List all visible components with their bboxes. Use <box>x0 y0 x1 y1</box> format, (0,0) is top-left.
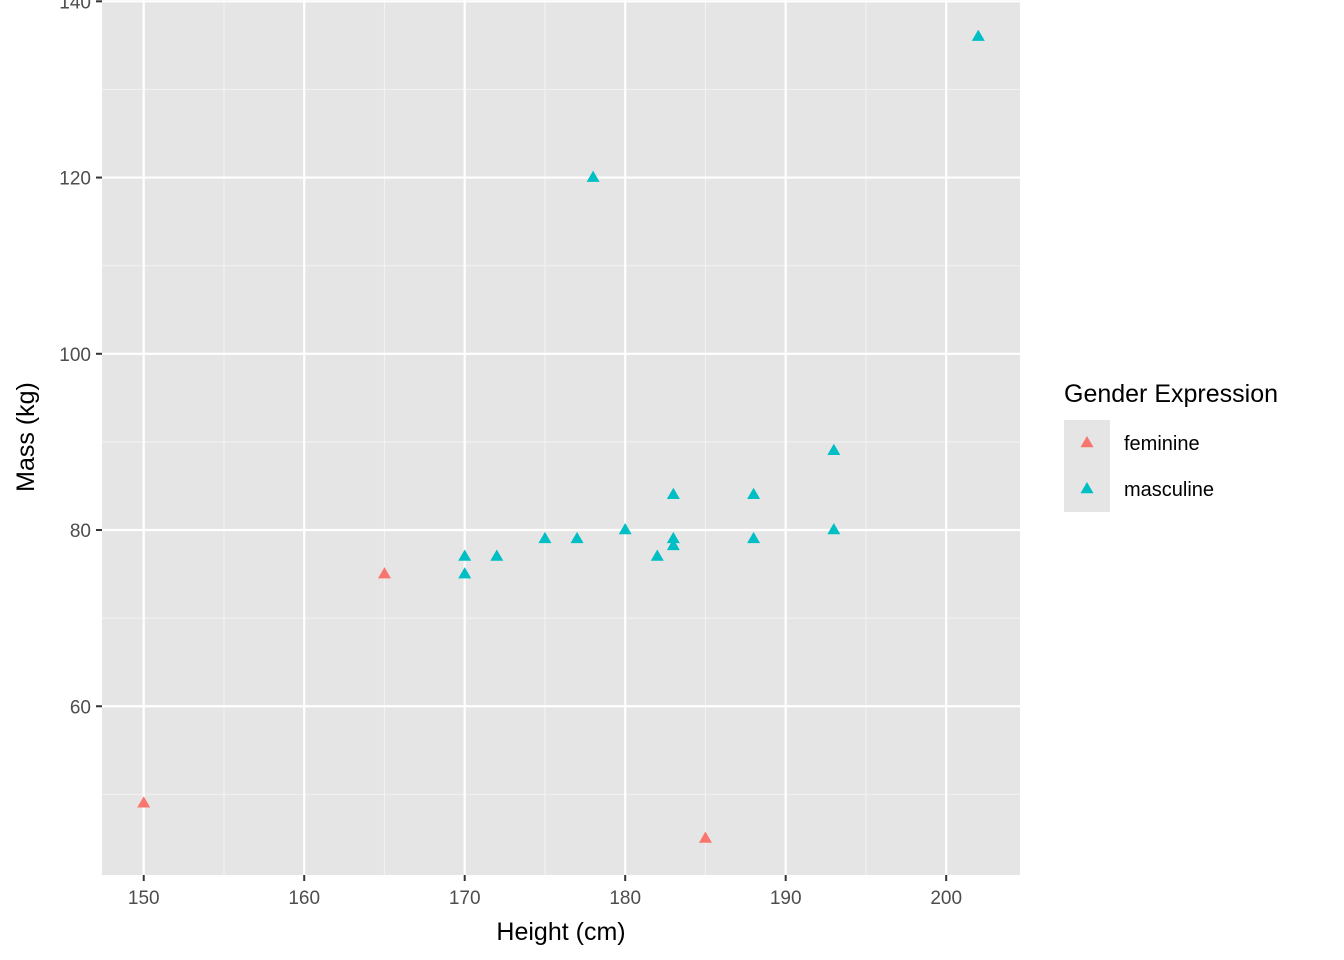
data-point-masculine <box>666 531 680 544</box>
legend-marker-feminine <box>1080 436 1094 448</box>
data-point-feminine <box>698 831 712 843</box>
y-tick-label: 120 <box>59 169 91 190</box>
legend-marker-masculine <box>1080 482 1094 494</box>
y-tick-label: 80 <box>70 521 91 542</box>
data-point-feminine <box>377 567 391 579</box>
axis-ticks <box>96 0 948 881</box>
major-gridlines <box>102 0 1020 875</box>
y-tick-label: 140 <box>59 0 91 13</box>
data-point-masculine <box>747 487 761 500</box>
data-point-masculine <box>827 523 841 535</box>
data-point-masculine <box>827 443 841 455</box>
x-tick-label: 170 <box>449 888 481 909</box>
legend-title: Gender Expression <box>1064 380 1278 408</box>
data-point-masculine <box>650 549 664 561</box>
data-point-masculine <box>971 29 985 41</box>
x-axis-tick-labels: 150 160 170 180 190 200 <box>128 888 962 909</box>
legend: Gender Expression feminine masculine <box>1064 380 1278 512</box>
y-tick-label: 60 <box>70 697 91 718</box>
x-tick-label: 160 <box>288 888 320 909</box>
x-axis-title: Height (cm) <box>496 918 625 946</box>
data-points <box>137 29 985 843</box>
data-point-masculine <box>458 567 472 579</box>
legend-label-feminine: feminine <box>1124 433 1200 455</box>
data-point-masculine <box>538 531 552 544</box>
x-tick-label: 180 <box>609 888 641 909</box>
data-point-masculine <box>458 549 472 561</box>
data-point-masculine <box>618 523 632 535</box>
x-tick-label: 190 <box>770 888 802 909</box>
legend-keys: feminine masculine <box>1064 420 1214 512</box>
data-point-masculine <box>666 538 680 551</box>
data-point-feminine <box>137 796 151 808</box>
y-axis-title: Mass (kg) <box>12 382 40 492</box>
x-tick-label: 200 <box>930 888 962 909</box>
y-tick-label: 100 <box>59 345 91 366</box>
legend-label-masculine: masculine <box>1124 479 1214 501</box>
minor-gridlines <box>102 0 1020 875</box>
data-point-masculine <box>586 170 600 182</box>
data-point-masculine <box>570 531 584 544</box>
data-point-masculine <box>666 487 680 500</box>
y-axis-tick-labels: 60 80 100 120 140 <box>59 0 91 718</box>
x-tick-label: 150 <box>128 888 160 909</box>
data-point-masculine <box>747 531 761 544</box>
data-point-masculine <box>490 549 504 561</box>
plot-panel <box>102 0 1020 875</box>
